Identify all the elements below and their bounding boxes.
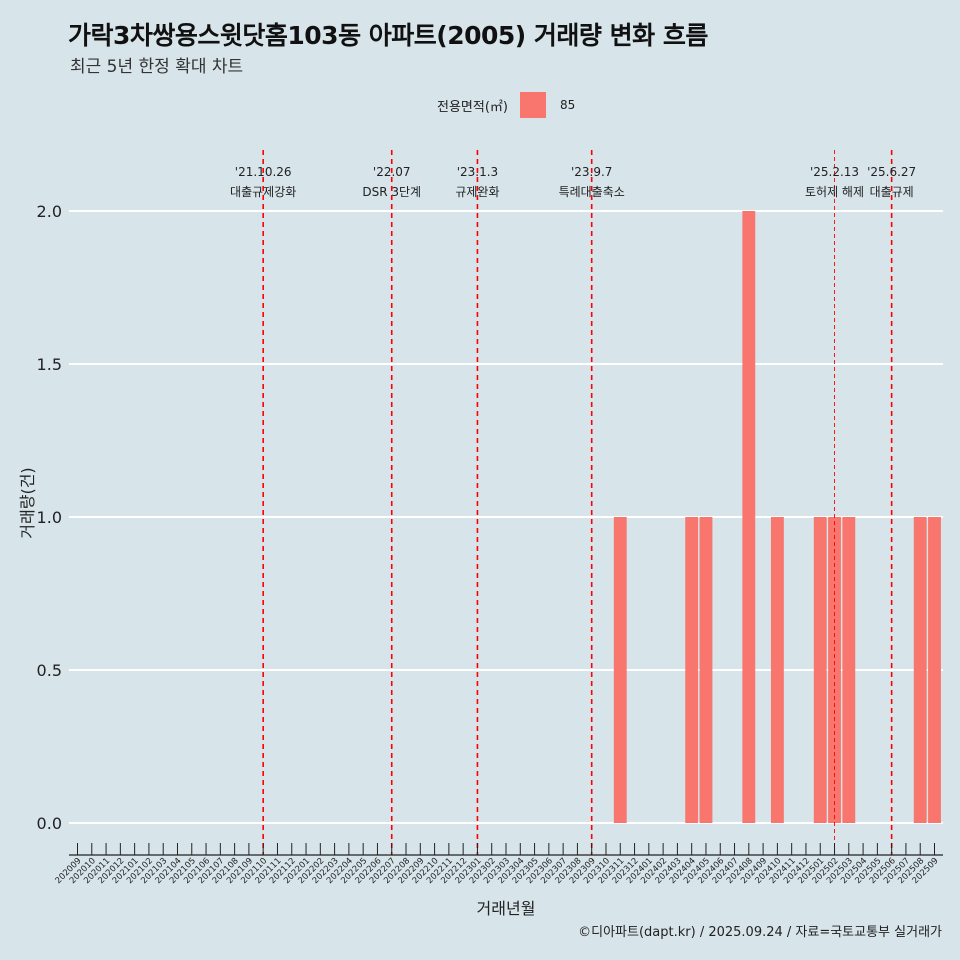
bar-202509 [928,517,941,823]
event-date: '21.10.26 [235,165,292,179]
y-tick-label: 0.5 [37,661,62,680]
event-date: '23.9.7 [571,165,612,179]
legend-title: 전용면적(㎡) [437,99,508,115]
legend-swatch-85 [519,92,546,118]
event-date: '25.6.27 [867,165,916,179]
bar-202410 [770,517,784,823]
event-label: 토허제 해제 [805,185,864,199]
legend: 전용면적(㎡) 85 [437,92,575,118]
bar-202408 [742,211,756,823]
bar-202404 [685,517,699,823]
bar-202311 [613,517,627,823]
y-tick-label: 2.0 [37,202,62,221]
event-date: '23.1.3 [457,165,498,179]
event-label: 특례대출축소 [559,185,625,199]
event-date: '22.07 [373,165,411,179]
bar-202501 [813,517,827,823]
y-tick-label: 1.5 [37,355,62,374]
event-label: 규제완화 [455,185,499,199]
event-label: DSR 3단계 [362,185,421,199]
source-caption: ©디아파트(dapt.kr) / 2025.09.24 / 자료=국토교통부 실… [578,925,942,940]
y-tick-label: 1.0 [37,508,62,527]
legend-label-85: 85 [559,98,576,112]
y-tick-label: 0.0 [37,814,62,833]
x-axis-title: 거래년월 [477,899,536,918]
chart-title: 가락3차쌍용스윗닷홈103동 아파트(2005) 거래량 변화 흐름 [68,21,708,50]
chart-subtitle: 최근 5년 한정 확대 차트 [70,57,244,77]
event-label: 대출규제강화 [230,185,296,199]
y-axis-title: 거래량(건) [18,467,37,538]
event-label: 대출규제 [870,185,914,199]
event-date: '25.2.13 [810,165,859,179]
bar-202508 [913,517,927,823]
bar-202405 [699,517,713,823]
bar-202503 [842,517,856,823]
